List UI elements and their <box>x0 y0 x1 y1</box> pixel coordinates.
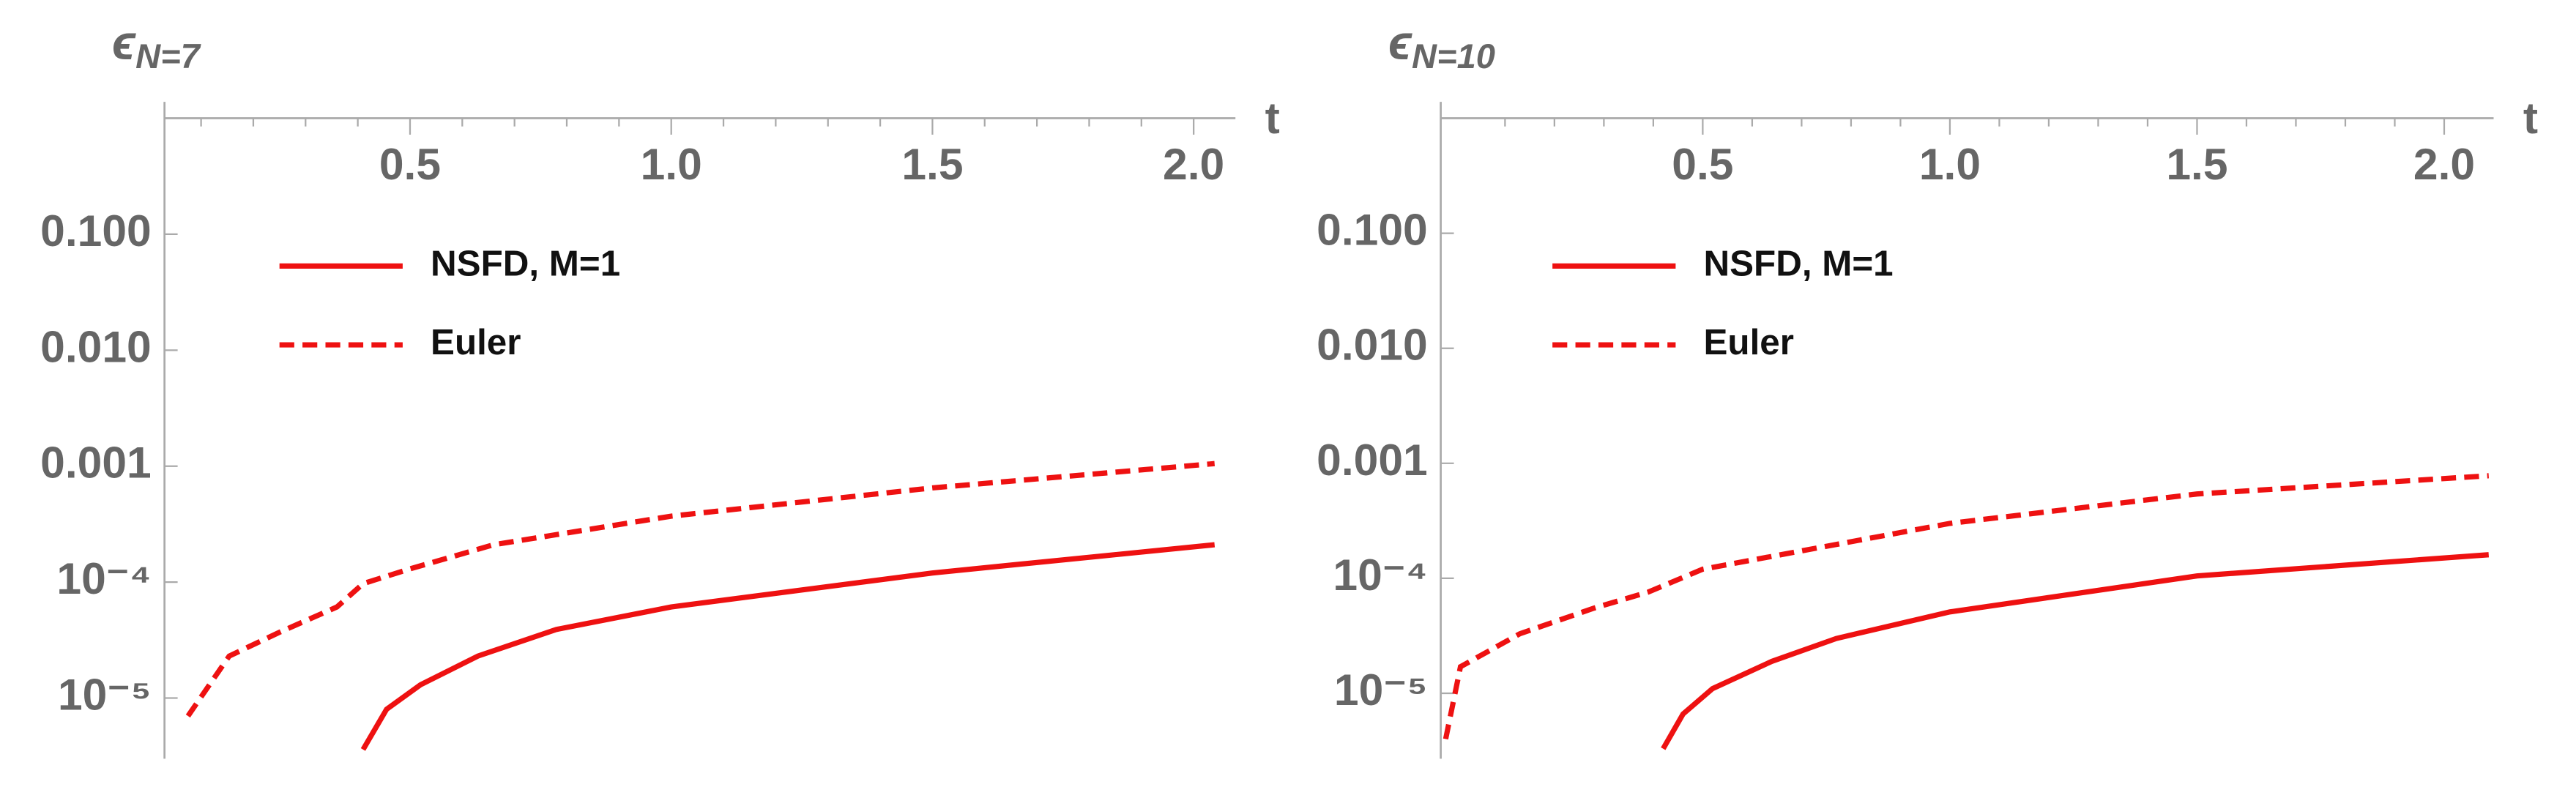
y-tick-label: 0.001 <box>40 438 152 488</box>
line-series <box>1443 473 2489 740</box>
y-tick-label: 10⁻⁵ <box>1334 665 1428 715</box>
legend-label: Euler <box>431 322 521 362</box>
y-tick-label: 0.100 <box>1317 205 1428 255</box>
line-series <box>1661 552 2490 750</box>
x-axis-label: t <box>1265 93 1280 143</box>
y-tick-label: 10⁻⁴ <box>1333 550 1427 600</box>
y-tick-label: 0.010 <box>1317 320 1428 370</box>
x-tick-label: 2.0 <box>2413 139 2475 189</box>
x-tick-label: 1.5 <box>901 139 963 189</box>
chart-title: ϵN=10 <box>1388 15 1495 76</box>
y-tick-label: 0.001 <box>1317 435 1428 485</box>
chart-title: ϵN=7 <box>112 15 202 76</box>
y-tick-label: 0.100 <box>40 206 152 256</box>
x-tick-label: 0.5 <box>379 139 441 189</box>
y-tick-label: 10⁻⁴ <box>56 553 151 603</box>
x-tick-label: 0.5 <box>1672 139 1733 189</box>
legend-label: Euler <box>1704 322 1794 362</box>
x-tick-label: 1.5 <box>2166 139 2227 189</box>
x-tick-label: 1.0 <box>641 139 702 189</box>
title-subscript: N=7 <box>135 37 202 75</box>
y-tick-label: 0.010 <box>40 321 152 371</box>
line-series <box>360 542 1216 751</box>
legend-label: NSFD, M=1 <box>1704 243 1894 283</box>
y-tick-label: 10⁻⁵ <box>58 670 152 720</box>
legend-label: NSFD, M=1 <box>431 243 620 283</box>
line-series <box>185 460 1216 718</box>
title-symbol: ϵ <box>112 15 136 70</box>
x-axis-label: t <box>2523 93 2538 143</box>
title-subscript: N=10 <box>1412 37 1495 75</box>
x-tick-label: 1.0 <box>1919 139 1981 189</box>
title-symbol: ϵ <box>1388 15 1412 70</box>
x-tick-label: 2.0 <box>1163 139 1224 189</box>
